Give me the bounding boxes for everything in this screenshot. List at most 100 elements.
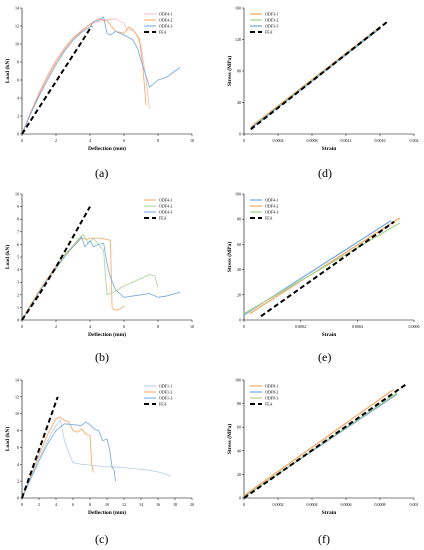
x-tick-label: 0.001 [410,502,419,507]
series-line-odf4-2 [21,18,147,135]
x-tick-label: 0 [243,502,245,507]
y-tick-label: 100 [235,378,241,383]
y-tick-label: 80 [237,69,241,74]
series-line-fea [250,21,388,131]
legend-label: FEA [159,216,167,221]
chart-panel-b: 0 2 4 6 8 10 0 1 2 3 4 5 6 7 8 9 10 Deflection (mm) Load (… [0,186,200,346]
y-tick-label: 0 [17,496,19,501]
y-axis-label: Load (kN) [4,427,11,451]
x-tick-label: 6 [123,138,125,143]
chart-panel-f: 0 0.0002 0.0004 0.0006 0.0008 0.001 0 20 40 60 80 1… [222,372,422,522]
y-axis-label: Stress (MPa) [226,424,233,454]
y-tick-label: 160 [235,6,241,11]
x-tick-label: 10 [105,502,109,507]
x-axis-label: Strain [322,332,337,338]
panel-label-f: (f) [318,532,330,546]
legend-label: FEA [159,402,167,407]
series-line-odf4-2 [249,217,401,315]
y-tick-label: 9 [17,204,19,209]
y-tick-label: 3 [17,280,19,285]
y-tick-label: 8 [17,217,19,222]
legend-label: ODF4-2 [159,204,172,209]
y-axis-label: Load (kN) [4,245,11,269]
y-tick-label: 6 [17,242,19,247]
legend-label: ODF4-1 [265,198,278,203]
x-axis-label: Strain [322,146,337,152]
y-tick-label: 20 [237,472,241,477]
series-line-odf4-3 [21,236,181,321]
y-tick-label: 10 [15,192,19,197]
x-tick-label: 8 [157,324,159,329]
x-tick-label: 12 [122,502,126,507]
y-axis-label: Load (kN) [4,59,11,83]
x-axis-label: Strain [322,510,337,516]
y-tick-label: 80 [237,401,241,406]
y-tick-label: 7 [17,229,19,234]
x-tick-label: 16 [156,502,160,507]
x-tick-label: 0 [243,138,245,143]
x-tick-label: 0.0008 [307,138,318,143]
y-tick-label: 40 [237,267,241,272]
y-tick-label: 0 [17,318,19,323]
x-tick-label: 0.0012 [341,138,352,143]
series-line-odf1-2 [21,416,94,499]
y-tick-label: 10 [15,42,19,47]
legend-label: ODF4-3 [159,210,172,215]
y-tick-label: 20 [237,292,241,297]
x-tick-label: 0 [21,324,23,329]
y-tick-label: 2 [17,114,19,119]
y-tick-label: 4 [17,96,19,101]
x-axis-label: Deflection (mm) [88,509,126,516]
legend-label: ODF4-2 [265,204,278,209]
y-tick-label: 4 [17,462,19,467]
x-tick-label: 20 [190,502,194,507]
chart-panel-e: 0 0.0002 0.0004 0.0006 0 20 40 60 80 100 Strain Str… [222,186,422,346]
series-line-fea [243,383,407,499]
y-tick-label: 14 [15,6,19,11]
chart-panel-a: 0 2 4 6 8 10 0 2 4 6 8 10 12 14 Deflection (mm) Load (k… [0,0,200,160]
x-tick-label: 10 [190,324,194,329]
chart-svg-b: 0 2 4 6 8 10 0 1 2 3 4 5 6 7 8 9 10 Deflection (mm) Load (… [4,192,194,339]
y-tick-label: 0 [17,132,19,137]
panel-label-e: (e) [318,350,332,364]
x-tick-label: 0.0004 [273,138,284,143]
y-tick-label: 40 [237,100,241,105]
y-axis-label: Stress (MPa) [226,56,233,86]
y-tick-label: 60 [237,425,241,430]
y-tick-label: 5 [17,255,19,260]
y-tick-label: 0 [239,496,241,501]
x-tick-label: 14 [139,502,143,507]
chart-svg-f: 0 0.0002 0.0004 0.0006 0.0008 0.001 0 20 40 60 80 1… [226,378,419,517]
legend-label: ODF8-3 [265,396,278,401]
x-tick-label: 0.0002 [273,502,284,507]
y-tick-label: 12 [15,24,19,29]
legend-label: ODF8-1 [265,384,278,389]
series-line-odf8-3 [243,392,398,498]
legend-label: FEA [265,402,273,407]
legend-label: ODF3-2 [265,18,278,23]
panel-label-a: (a) [95,166,109,180]
x-tick-label: 0 [21,138,23,143]
series-line-odf1-3 [21,421,116,499]
x-tick-label: 4 [55,502,57,507]
chart-svg-a: 0 2 4 6 8 10 0 2 4 6 8 10 12 14 Deflection (mm) Load (k… [4,6,194,153]
legend-label: ODF3-3 [265,24,278,29]
y-tick-label: 0 [239,132,241,137]
y-tick-label: 8 [17,428,19,433]
panel-label-b: (b) [95,350,109,364]
x-tick-label: 0.0004 [307,502,318,507]
legend-label: FEA [265,216,273,221]
series-line-odf8-1 [243,388,394,497]
x-tick-label: 6 [123,324,125,329]
chart-panel-c: 0 2 4 6 8 10 12 14 16 18 20 0 2 4 6 8 10 12 14 Deflection (… [0,372,200,522]
x-tick-label: 6 [72,502,74,507]
x-tick-label: 2 [55,324,57,329]
legend-label: ODF1-3 [159,396,172,401]
x-tick-label: 8 [157,138,159,143]
y-tick-label: 100 [235,192,241,197]
x-tick-label: 0.0004 [352,324,363,329]
